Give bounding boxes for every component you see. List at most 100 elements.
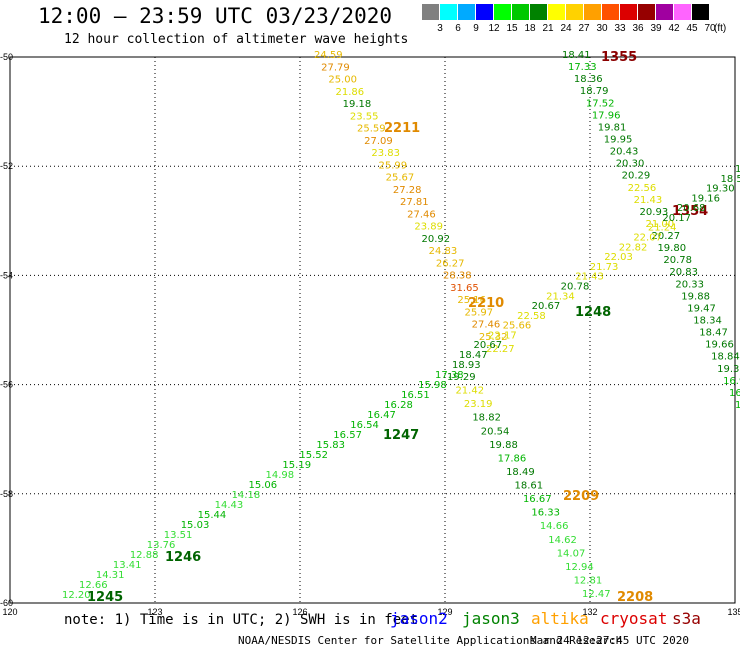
legend-tick-label: 36: [632, 23, 644, 34]
x-tick-label: 123: [147, 607, 162, 617]
wave-height-value: 16.98: [723, 376, 740, 387]
wave-height-value: 20.78: [561, 281, 590, 292]
legend-tick-label: 15: [506, 23, 518, 34]
wave-height-value: 14.43: [215, 500, 244, 511]
wave-height-value: 19.29: [447, 372, 476, 383]
wave-height-value: 15.52: [299, 450, 328, 461]
legend-swatch: [548, 4, 565, 20]
wave-height-value: 27.46: [407, 209, 436, 220]
wave-height-value: 17.96: [592, 110, 621, 121]
wave-height-value: 14.18: [232, 490, 261, 501]
wave-height-value: 25.00: [328, 75, 357, 86]
legend-tick-label: 30: [596, 23, 608, 34]
wave-height-value: 17.33: [568, 62, 597, 73]
track-time-label: 1355: [601, 50, 637, 65]
y-tick-label: -60: [0, 598, 13, 608]
wave-height-value: 12.66: [79, 580, 108, 591]
legend-tick-label: 6: [455, 23, 461, 34]
legend-tick-label: 18: [524, 23, 536, 34]
wave-height-value: 18.47: [699, 328, 728, 339]
wave-height-value: 15.19: [282, 460, 311, 471]
track-time-label: 1248: [575, 305, 611, 320]
wave-height-value: 16.28: [384, 400, 413, 411]
legend-swatch: [602, 4, 619, 20]
wave-height-value: 22.27: [486, 344, 515, 355]
wave-height-value: 20.29: [622, 171, 651, 182]
wave-height-value: 18.47: [459, 350, 488, 361]
wave-height-value: 25.97: [465, 307, 494, 318]
wave-height-value: 13.51: [164, 530, 193, 541]
legend-swatch: [458, 4, 475, 20]
wave-height-value: 14.31: [96, 570, 125, 581]
legend-tick-label: 21: [542, 23, 554, 34]
wave-height-value: 17.38: [435, 370, 464, 381]
wave-height-value: 13.76: [147, 540, 176, 551]
legend-swatch: [512, 4, 529, 20]
wave-height-value: 20.92: [422, 234, 451, 245]
legend-swatch: [440, 4, 457, 20]
legend-tick-label: 33: [614, 23, 626, 34]
wave-height-value: 14.66: [540, 521, 569, 532]
wave-height-value: 20.54: [481, 426, 510, 437]
wave-height-value: 21.43: [634, 195, 663, 206]
satellite-name-jason3: jason3: [462, 609, 520, 628]
wave-height-value: 22.58: [517, 311, 546, 322]
legend-swatch: [638, 4, 655, 20]
y-tick-label: -56: [0, 380, 13, 390]
x-tick-label: 132: [582, 607, 597, 617]
wave-height-value: 23.19: [464, 399, 493, 410]
wave-height-value: 25.66: [503, 321, 532, 332]
wave-height-value: 18.36: [574, 74, 603, 85]
wave-height-value: 15.83: [316, 440, 345, 451]
legend-tick-label: 42: [668, 23, 680, 34]
wave-height-value: 19.81: [598, 122, 627, 133]
wave-height-value: 19.47: [687, 303, 716, 314]
legend-swatch: [692, 4, 709, 20]
wave-height-value: 27.79: [321, 62, 350, 73]
wave-height-value: 20.83: [669, 267, 698, 278]
wave-height-value: 18.93: [452, 360, 481, 371]
wave-height-value: 25.67: [386, 173, 415, 184]
wave-height-value: 27.46: [472, 320, 501, 331]
wave-height-value: 21.34: [546, 291, 575, 302]
wave-height-value: 16.54: [350, 420, 379, 431]
page-subtitle: 12 hour collection of altimeter wave hei…: [64, 32, 409, 47]
wave-height-value: 14.62: [548, 535, 577, 546]
wave-height-value: 22.82: [619, 242, 648, 253]
legend-tick-label: 9: [473, 23, 479, 34]
wave-height-value: 27.09: [364, 136, 393, 147]
wave-height-value: 18.79: [580, 86, 609, 97]
legend-tick-label: 45: [686, 23, 698, 34]
wave-height-value: 19.66: [705, 340, 734, 351]
legend-tick-label: 24: [560, 23, 572, 34]
wave-height-value: 15.98: [418, 380, 447, 391]
wave-height-value: 25.99: [379, 160, 408, 171]
legend-swatch: [656, 4, 673, 20]
wave-height-value: 18.60: [735, 164, 740, 175]
wave-height-value: 20.30: [616, 159, 645, 170]
timestamp: Mar 24 12:27:45 UTC 2020: [530, 634, 689, 647]
wave-height-value: 19.30: [706, 184, 735, 195]
wave-height-value: 20.43: [610, 147, 639, 158]
y-tick-label: -58: [0, 489, 13, 499]
wave-height-value: 14.98: [265, 470, 294, 481]
wave-height-value: 12.47: [582, 589, 611, 600]
wave-height-value: 14.07: [557, 548, 586, 559]
track-time-label: 1246: [165, 550, 201, 565]
wave-height-value: 19.38: [717, 364, 740, 375]
wave-height-value: 25.16: [457, 295, 486, 306]
track-time-label: 2211: [384, 121, 420, 136]
wave-height-value: 16.33: [531, 508, 560, 519]
wave-height-value: 21.43: [575, 272, 604, 283]
wave-height-value: 25.32: [479, 332, 508, 343]
x-tick-label: 129: [437, 607, 452, 617]
wave-height-value: 22.17: [488, 330, 517, 341]
wave-height-value: 15.03: [181, 520, 210, 531]
y-tick-label: -54: [0, 270, 13, 280]
wave-height-value: 23.55: [350, 111, 379, 122]
satellite-name-s3a: s3a: [672, 609, 701, 628]
wave-height-value: 21.24: [648, 223, 677, 234]
wave-height-value: 19.88: [489, 440, 518, 451]
legend-swatch: [584, 4, 601, 20]
y-tick-label: -52: [0, 161, 13, 171]
